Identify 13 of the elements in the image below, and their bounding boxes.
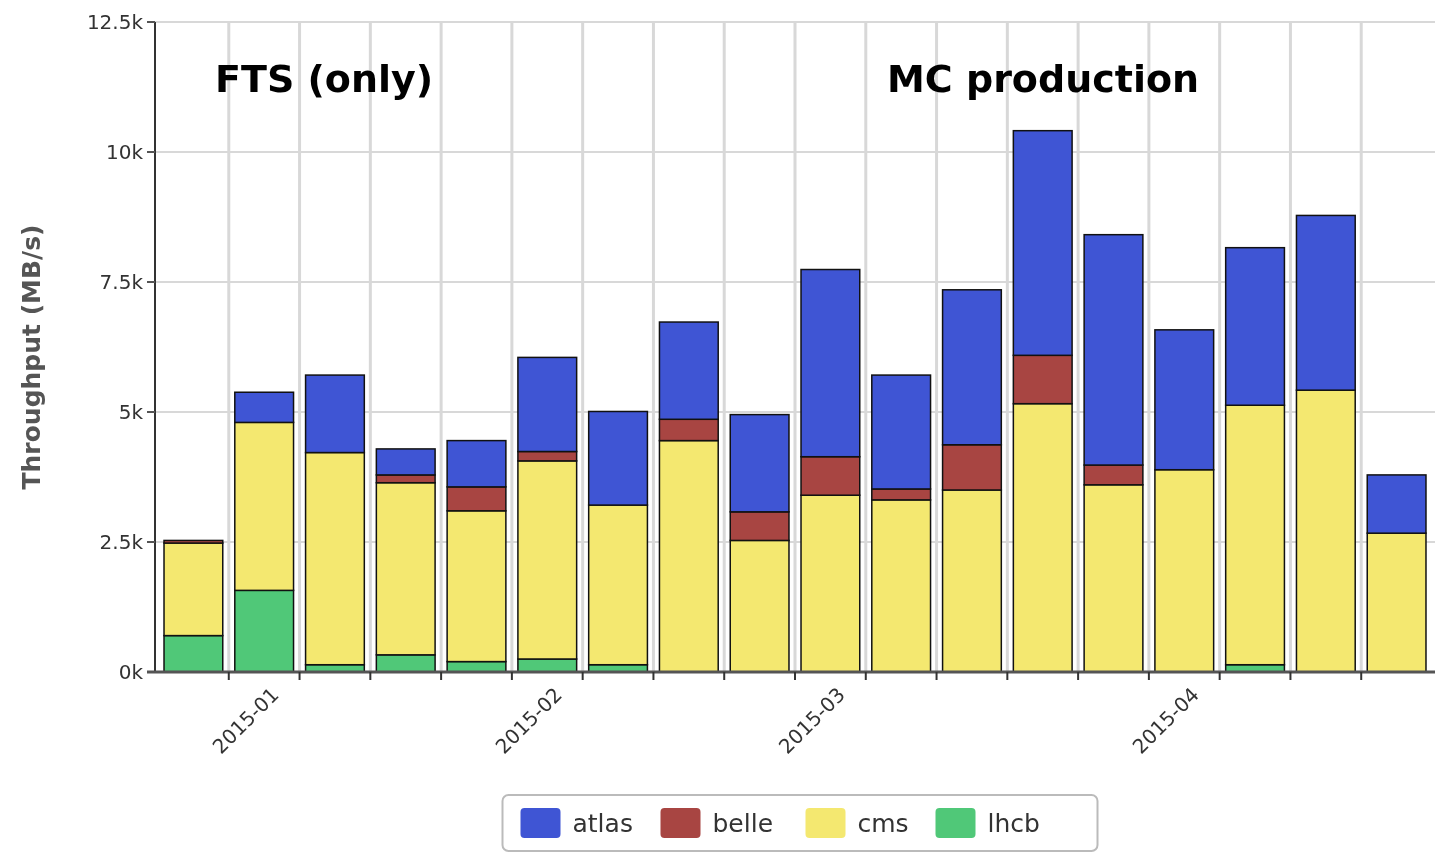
- y-tick-label: 12.5k: [86, 10, 144, 34]
- y-axis-title: Throughput (MB/s): [17, 224, 46, 490]
- legend-label: atlas: [572, 808, 633, 838]
- y-tick-label: 10k: [105, 140, 144, 164]
- y-tick-label: 5k: [118, 400, 144, 424]
- y-tick-label: 7.5k: [99, 270, 144, 294]
- legend-label: belle: [712, 808, 774, 838]
- y-tick-label: 2.5k: [99, 530, 144, 554]
- legend-label: lhcb: [987, 808, 1040, 838]
- annotation: MC production: [887, 57, 1200, 101]
- y-tick-label: 0k: [118, 660, 144, 684]
- legend-label: cms: [857, 808, 909, 838]
- annotation: FTS (only): [215, 57, 434, 101]
